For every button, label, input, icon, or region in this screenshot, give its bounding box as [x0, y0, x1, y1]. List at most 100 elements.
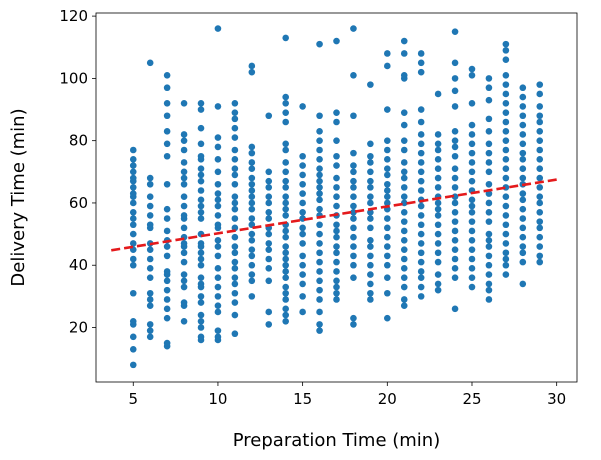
data-point [163, 268, 171, 275]
data-point [333, 193, 340, 201]
data-point [231, 124, 239, 132]
data-point [417, 240, 425, 247]
data-point [180, 299, 188, 306]
data-point [231, 171, 239, 179]
data-point [502, 90, 510, 98]
x-tick-label: 10 [208, 390, 227, 408]
data-point [367, 81, 374, 88]
data-point [400, 174, 408, 182]
data-point [468, 283, 476, 291]
data-point [417, 274, 425, 281]
data-point [316, 177, 323, 185]
y-tick-label: 100 [59, 69, 88, 87]
data-point [265, 240, 273, 247]
data-point [417, 50, 425, 57]
data-point [502, 100, 510, 107]
data-point [400, 137, 408, 144]
data-point [163, 128, 171, 135]
data-point [163, 205, 171, 213]
data-point [299, 208, 306, 216]
data-point [197, 333, 205, 341]
data-point [536, 199, 544, 207]
data-point [146, 246, 154, 253]
data-point [536, 184, 544, 191]
data-point [282, 146, 289, 154]
data-point [214, 134, 222, 141]
data-point [485, 243, 493, 250]
data-point [502, 255, 510, 263]
data-point [163, 296, 171, 303]
data-point [485, 84, 493, 92]
data-point [400, 302, 408, 310]
data-point [265, 230, 273, 238]
data-point [400, 283, 408, 291]
data-point [451, 208, 459, 216]
data-point [519, 103, 527, 110]
data-point [248, 293, 256, 300]
data-point [265, 208, 273, 216]
data-point [367, 193, 374, 201]
data-point [384, 215, 391, 222]
data-point [400, 37, 408, 45]
data-point [451, 87, 459, 95]
data-point [316, 146, 323, 154]
data-point [519, 233, 527, 241]
x-axis-ticks: 5 10 15 20 25 30 [128, 382, 566, 408]
data-point [231, 258, 239, 266]
data-point [350, 233, 357, 241]
data-point [316, 171, 323, 179]
data-point [485, 218, 493, 225]
data-point [197, 240, 205, 247]
data-point [282, 93, 289, 101]
data-point [197, 140, 205, 148]
data-point [197, 317, 205, 325]
data-point [536, 112, 544, 120]
data-point [231, 109, 239, 116]
data-point [519, 224, 527, 232]
data-point [197, 124, 205, 132]
data-point [417, 149, 425, 157]
data-point [536, 90, 544, 98]
data-point [485, 208, 493, 216]
data-point [502, 240, 510, 247]
data-point [231, 243, 239, 250]
data-point [519, 190, 527, 197]
data-point [248, 149, 256, 157]
data-point [502, 81, 510, 88]
data-point [197, 202, 205, 210]
data-point [282, 177, 289, 185]
data-point [129, 208, 137, 216]
data-point [180, 240, 188, 247]
data-point [248, 252, 256, 260]
data-points [129, 25, 544, 369]
data-point [434, 199, 442, 207]
data-point [384, 314, 391, 322]
y-tick-label: 120 [59, 7, 88, 25]
data-point [316, 321, 323, 328]
data-point [333, 268, 340, 275]
data-point [502, 212, 510, 219]
data-point [384, 199, 391, 207]
data-point [333, 277, 340, 285]
x-tick-label: 25 [462, 390, 481, 408]
data-point [231, 274, 239, 281]
data-point [129, 346, 137, 353]
data-point [231, 289, 239, 297]
data-point [468, 274, 476, 281]
data-point [163, 112, 171, 120]
data-point [231, 205, 239, 213]
data-point [451, 143, 459, 151]
data-point [231, 330, 239, 338]
data-point [519, 149, 527, 157]
data-point [231, 146, 239, 154]
data-point [265, 215, 273, 222]
data-point [451, 174, 459, 182]
data-point [248, 277, 256, 285]
data-point [129, 215, 137, 222]
data-point [468, 121, 476, 129]
data-point [519, 140, 527, 148]
data-point [519, 165, 527, 172]
data-point [519, 131, 527, 138]
data-point [146, 296, 154, 303]
data-point [502, 137, 510, 144]
